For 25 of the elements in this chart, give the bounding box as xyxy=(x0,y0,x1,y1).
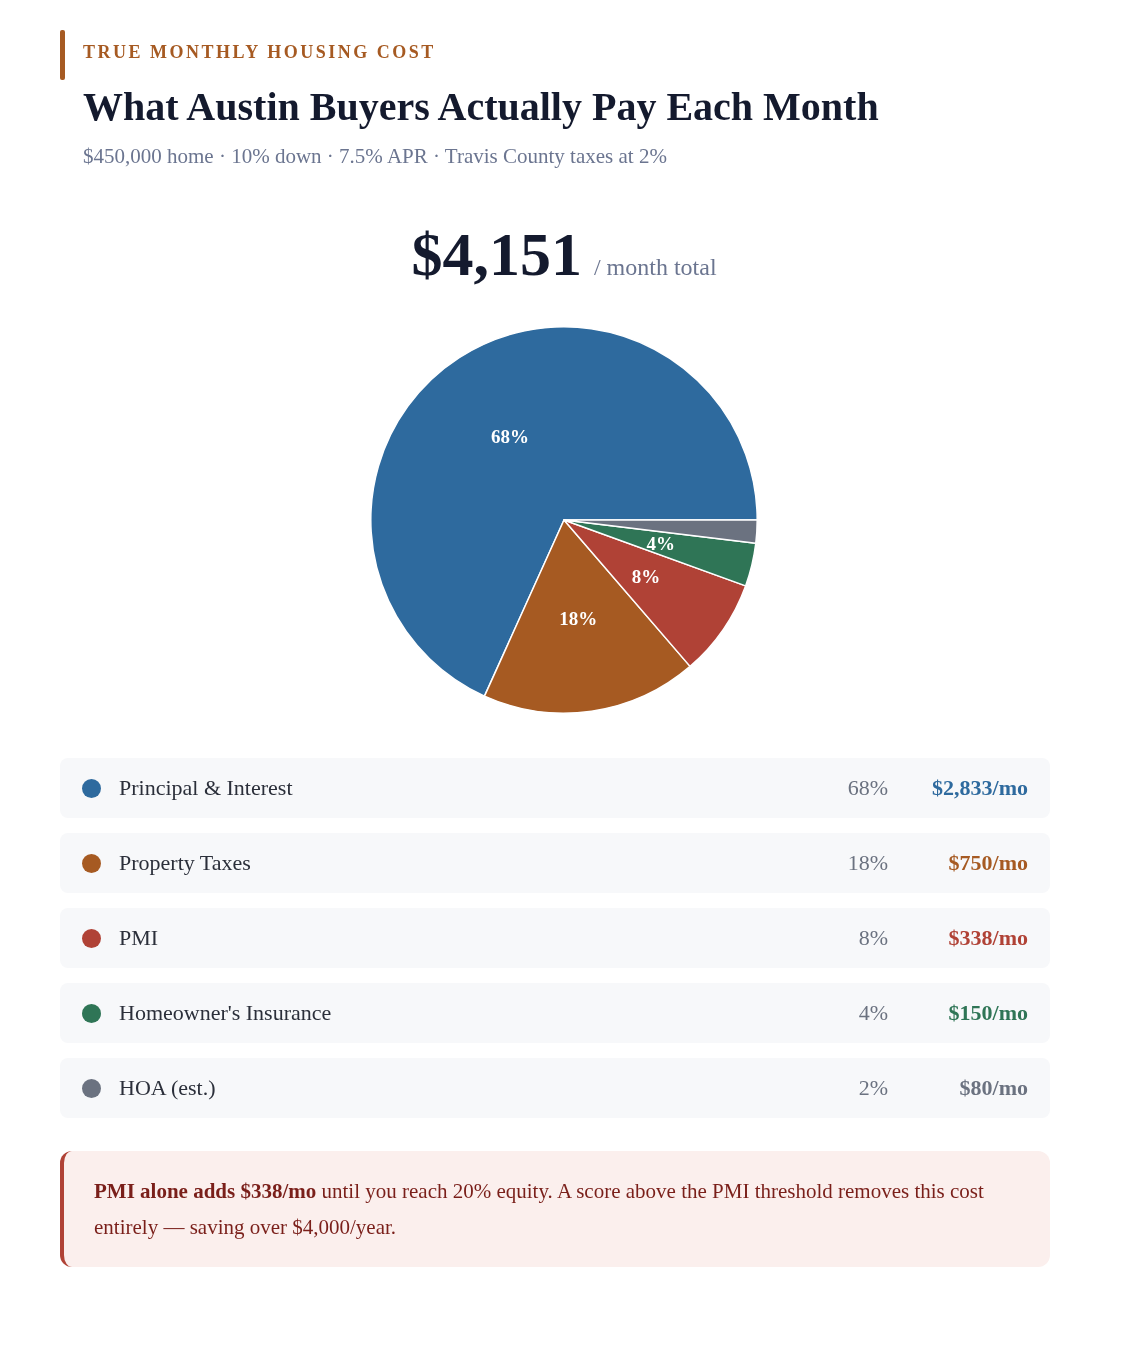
text: 68% xyxy=(847,775,888,800)
data-label: $338/mo xyxy=(947,925,1028,951)
data-label: $80/mo xyxy=(958,1075,1028,1101)
legend-label: PMI xyxy=(119,925,160,951)
legend-label: Homeowner's Insurance xyxy=(119,1000,333,1026)
data-label: $2,833/mo xyxy=(931,775,1028,801)
text: $4,151 xyxy=(411,220,582,288)
text: 4% xyxy=(646,532,676,554)
text: 18% xyxy=(559,608,598,630)
chart-title: What Austin Buyers Actually Pay Each Month xyxy=(83,83,880,130)
text: 18% xyxy=(847,850,888,875)
legend-label: Principal & Interest xyxy=(119,775,294,801)
text: 4% xyxy=(858,1000,888,1025)
chart-subtitle: $450,000 home · 10% down · 7.5% APR · Travis County taxes at 2% xyxy=(83,144,668,169)
text: 8% xyxy=(858,925,888,950)
legend-label: HOA (est.) xyxy=(119,1075,217,1101)
text: / month total xyxy=(593,254,717,280)
legend-label: Property Taxes xyxy=(119,850,252,876)
data-label: $150/mo xyxy=(947,1000,1028,1026)
text: 8% xyxy=(631,566,661,588)
text: TRUE MONTHLY HOUSING COST xyxy=(83,42,437,63)
text: 2% xyxy=(858,1075,888,1100)
text: 68% xyxy=(490,425,529,447)
text: PMI alone adds $338/mo xyxy=(94,1179,317,1203)
data-label: $750/mo xyxy=(947,850,1028,876)
